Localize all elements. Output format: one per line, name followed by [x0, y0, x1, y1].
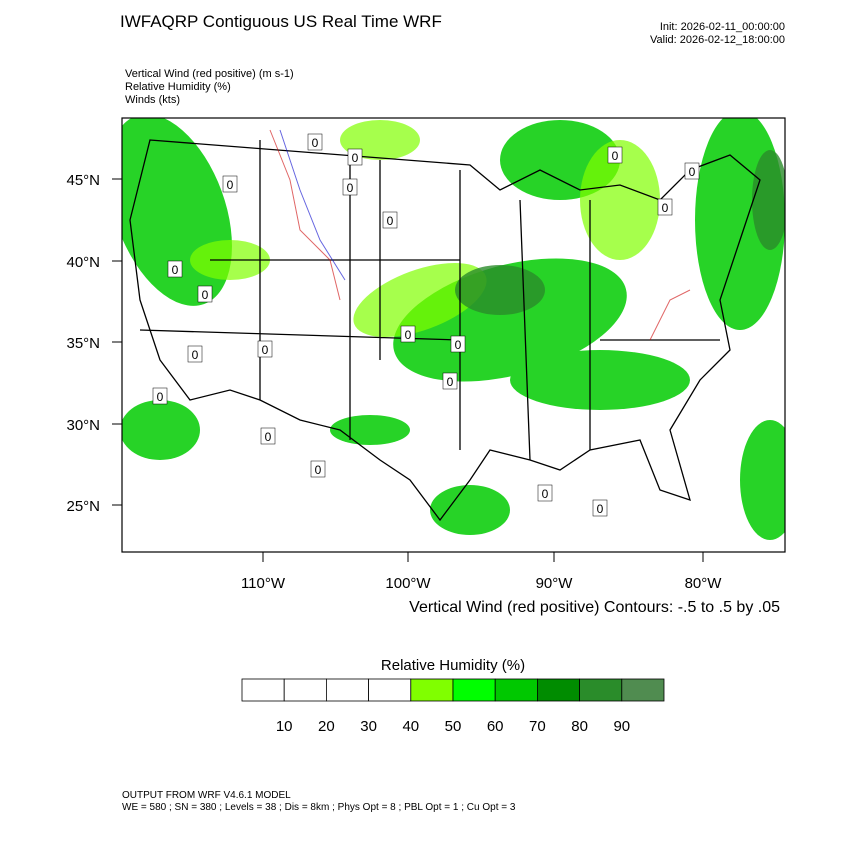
contour-label: 0 — [172, 263, 179, 277]
contour-label: 0 — [612, 149, 619, 163]
lon-label: 100°W — [385, 575, 431, 592]
contour-label: 0 — [202, 288, 209, 302]
colorbar-box — [410, 678, 454, 702]
contour-label-box — [167, 260, 183, 278]
colorbar-title: Relative Humidity (%) — [381, 657, 525, 674]
colorbar-box — [494, 678, 538, 702]
contour-label-box — [310, 460, 326, 478]
lat-label: 40°N — [66, 254, 100, 271]
contour-label-box — [400, 325, 416, 343]
colorbar-box — [368, 678, 412, 702]
colorbar-label: 70 — [529, 718, 546, 735]
colorbar-label: 30 — [360, 718, 377, 735]
colorbar-label: 80 — [571, 718, 588, 735]
contour-label: 0 — [157, 390, 164, 404]
contour-note: Vertical Wind (red positive) Contours: -… — [409, 599, 780, 616]
init-time: Init: 2026-02-11_00:00:00 — [660, 21, 785, 33]
contour-label-box — [450, 335, 466, 353]
contour-label: 0 — [447, 375, 454, 389]
contour-label: 0 — [689, 165, 696, 179]
field-label: Relative Humidity (%) — [125, 81, 231, 93]
title: IWFAQRP Contiguous US Real Time WRF — [120, 12, 442, 31]
contour-label: 0 — [265, 430, 272, 444]
contour-label-box — [657, 198, 673, 216]
contour-label-box — [684, 162, 700, 180]
contour-label: 0 — [262, 343, 269, 357]
colorbar-box — [579, 678, 623, 702]
contour-label: 0 — [347, 181, 354, 195]
contour-label-box — [152, 387, 168, 405]
contour-label: 0 — [597, 502, 604, 516]
contour-label: 0 — [352, 151, 359, 165]
lat-label: 35°N — [66, 335, 100, 352]
colorbar-box — [452, 678, 496, 702]
contour-label-box — [307, 133, 323, 151]
lat-label: 25°N — [66, 498, 100, 515]
contour-label: 0 — [227, 178, 234, 192]
contour-label-box — [342, 178, 358, 196]
contour-label-box — [347, 148, 363, 166]
lon-label: 110°W — [241, 575, 286, 592]
colorbar-box — [325, 678, 369, 702]
contour-label-box — [260, 427, 276, 445]
axes: 45°N 40°N 35°N 30°N 25°N 110°W 100°W 90°W 80°W — [66, 172, 722, 592]
contour-label: 0 — [387, 214, 394, 228]
colorbar-label: 60 — [487, 718, 504, 735]
contour-label-box — [257, 340, 273, 358]
colorbar: 10 20 30 40 50 60 70 80 90 — [241, 678, 665, 735]
map-frame — [121, 117, 786, 553]
footer-line: OUTPUT FROM WRF V4.6.1 MODEL — [122, 790, 291, 801]
lat-label: 30°N — [66, 417, 100, 434]
contour-label-box — [382, 211, 398, 229]
contour-label: 0 — [192, 348, 199, 362]
contour-label-box — [592, 499, 608, 517]
lon-label: 90°W — [536, 575, 574, 592]
contour-label-box — [197, 285, 213, 303]
contour-label-box — [442, 372, 458, 390]
colorbar-box — [241, 678, 285, 702]
contour-label-box — [222, 175, 238, 193]
field-label: Winds (kts) — [125, 94, 180, 106]
contour-label-box — [607, 146, 623, 164]
field-label: Vertical Wind (red positive) (m s-1) — [125, 68, 294, 80]
colorbar-label: 20 — [318, 718, 335, 735]
contour-labels: 0 0 0 0 0 0 0 0 0 0 0 0 0 0 0 0 0 0 0 0 — [152, 133, 700, 517]
contour-label: 0 — [455, 338, 462, 352]
contour-label: 0 — [312, 136, 319, 150]
contour-label: 0 — [405, 328, 412, 342]
contour-label: 0 — [315, 463, 322, 477]
lon-label: 80°W — [685, 575, 723, 592]
colorbar-box — [537, 678, 581, 702]
colorbar-label: 40 — [402, 718, 419, 735]
colorbar-label: 90 — [613, 718, 630, 735]
colorbar-label: 10 — [276, 718, 293, 735]
lat-label: 45°N — [66, 172, 100, 189]
colorbar-box — [283, 678, 327, 702]
footer-line: WE = 580 ; SN = 380 ; Levels = 38 ; Dis … — [122, 802, 516, 813]
colorbar-box — [621, 678, 665, 702]
valid-time: Valid: 2026-02-12_18:00:00 — [650, 34, 785, 46]
contour-label-box — [537, 484, 553, 502]
contour-label: 0 — [662, 201, 669, 215]
contour-label: 0 — [542, 487, 549, 501]
colorbar-label: 50 — [445, 718, 462, 735]
contour-label-box — [187, 345, 203, 363]
